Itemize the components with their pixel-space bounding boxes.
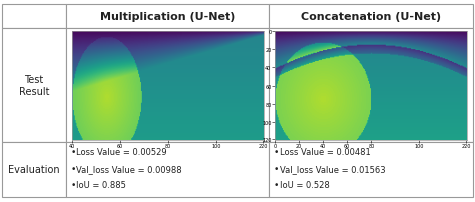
Text: Loss Value = 0.00481: Loss Value = 0.00481	[280, 148, 370, 157]
Text: Val_loss Value = 0.01563: Val_loss Value = 0.01563	[280, 164, 385, 173]
Text: •: •	[274, 180, 279, 189]
Bar	[2, 5, 66, 29]
Bar	[2, 29, 66, 142]
Text: Evaluation: Evaluation	[8, 165, 60, 175]
Text: •: •	[71, 148, 76, 157]
Bar	[269, 29, 473, 142]
Bar	[269, 5, 473, 29]
Text: Val_loss Value = 0.00988: Val_loss Value = 0.00988	[76, 164, 182, 173]
Bar	[66, 142, 269, 197]
Text: Loss Value = 0.00529: Loss Value = 0.00529	[76, 148, 167, 157]
Text: •: •	[71, 164, 76, 173]
Bar	[66, 29, 269, 142]
Text: IoU = 0.885: IoU = 0.885	[76, 180, 126, 189]
Text: •: •	[274, 164, 279, 173]
Text: •: •	[274, 148, 279, 157]
Bar	[269, 142, 473, 197]
Text: Concatenation (U-Net): Concatenation (U-Net)	[301, 12, 441, 22]
Text: Multiplication (U-Net): Multiplication (U-Net)	[100, 12, 235, 22]
Bar	[66, 5, 269, 29]
Text: IoU = 0.528: IoU = 0.528	[280, 180, 330, 189]
Bar	[2, 142, 66, 197]
Text: Test
Result: Test Result	[19, 75, 49, 96]
Text: •: •	[71, 180, 76, 189]
